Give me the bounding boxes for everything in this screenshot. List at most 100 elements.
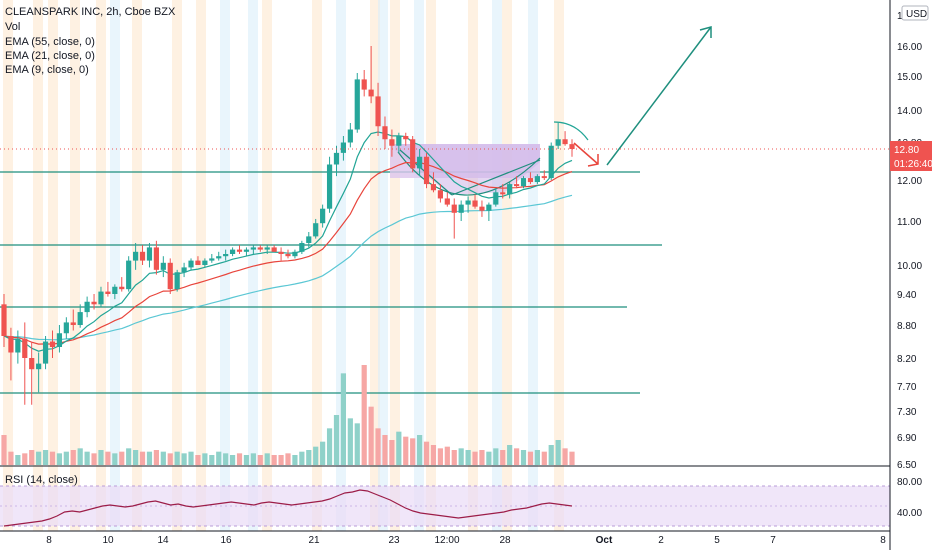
candle[interactable] bbox=[202, 261, 207, 265]
candle[interactable] bbox=[500, 192, 505, 194]
candle[interactable] bbox=[528, 178, 533, 182]
candle[interactable] bbox=[445, 198, 450, 204]
candle[interactable] bbox=[362, 79, 367, 89]
legend-ema9[interactable]: EMA (9, close, 0) bbox=[5, 64, 89, 76]
candle[interactable] bbox=[403, 136, 408, 139]
candle[interactable] bbox=[112, 287, 117, 294]
time-tick: 12:00 bbox=[434, 535, 459, 546]
volume-bar bbox=[237, 453, 242, 465]
volume-bar bbox=[188, 452, 193, 465]
candle[interactable] bbox=[230, 250, 235, 254]
candle[interactable] bbox=[493, 192, 498, 204]
candle[interactable] bbox=[396, 136, 401, 146]
candle[interactable] bbox=[542, 176, 547, 178]
candle[interactable] bbox=[1, 304, 6, 336]
candle[interactable] bbox=[355, 79, 360, 129]
candle[interactable] bbox=[161, 263, 166, 270]
candle[interactable] bbox=[223, 254, 228, 256]
candle[interactable] bbox=[313, 223, 318, 236]
symbol-title[interactable]: CLEANSPARK INC, 2h, Cboe BZX bbox=[5, 6, 176, 18]
candle[interactable] bbox=[209, 258, 214, 260]
candle[interactable] bbox=[175, 272, 180, 289]
candle[interactable] bbox=[382, 126, 387, 139]
candle[interactable] bbox=[57, 333, 62, 347]
candle[interactable] bbox=[562, 139, 567, 144]
candle[interactable] bbox=[181, 267, 186, 272]
candle[interactable] bbox=[216, 256, 221, 258]
candle[interactable] bbox=[105, 292, 110, 294]
candle[interactable] bbox=[556, 139, 561, 146]
legend-ema21[interactable]: EMA (21, close, 0) bbox=[5, 50, 95, 62]
candle[interactable] bbox=[244, 250, 249, 252]
volume-bar bbox=[36, 452, 41, 465]
candle[interactable] bbox=[29, 358, 34, 369]
candle[interactable] bbox=[119, 287, 124, 289]
candle[interactable] bbox=[71, 322, 76, 325]
candle[interactable] bbox=[375, 96, 380, 126]
candle[interactable] bbox=[15, 339, 20, 353]
candle[interactable] bbox=[278, 252, 283, 254]
candle[interactable] bbox=[389, 139, 394, 146]
candle[interactable] bbox=[133, 252, 138, 261]
candle[interactable] bbox=[195, 261, 200, 265]
legend-ema55[interactable]: EMA (55, close, 0) bbox=[5, 36, 95, 48]
candle[interactable] bbox=[154, 247, 159, 269]
rsi-label[interactable]: RSI (14, close) bbox=[5, 474, 78, 486]
candle[interactable] bbox=[36, 364, 41, 370]
candle[interactable] bbox=[285, 254, 290, 256]
candle[interactable] bbox=[258, 247, 263, 249]
candle[interactable] bbox=[410, 139, 415, 168]
candle[interactable] bbox=[168, 263, 173, 289]
time-tick: 21 bbox=[308, 535, 320, 546]
candle[interactable] bbox=[64, 322, 69, 333]
candle[interactable] bbox=[424, 157, 429, 184]
candle[interactable] bbox=[348, 130, 353, 143]
candle[interactable] bbox=[569, 144, 574, 149]
candle[interactable] bbox=[514, 184, 519, 186]
candle[interactable] bbox=[521, 178, 526, 186]
candle[interactable] bbox=[327, 165, 332, 209]
candle[interactable] bbox=[265, 247, 270, 249]
volume-bar bbox=[528, 452, 533, 465]
volume-bar bbox=[168, 453, 173, 465]
volume-bar bbox=[57, 453, 62, 465]
candle[interactable] bbox=[237, 250, 242, 252]
candle[interactable] bbox=[431, 184, 436, 190]
candle[interactable] bbox=[292, 252, 297, 256]
candle[interactable] bbox=[438, 190, 443, 198]
candle[interactable] bbox=[507, 184, 512, 194]
candle[interactable] bbox=[465, 201, 470, 205]
candle[interactable] bbox=[549, 146, 554, 178]
candle[interactable] bbox=[459, 205, 464, 213]
candle[interactable] bbox=[147, 247, 152, 260]
candle[interactable] bbox=[306, 236, 311, 243]
candle[interactable] bbox=[78, 312, 83, 325]
candle[interactable] bbox=[251, 247, 256, 249]
candle[interactable] bbox=[334, 153, 339, 165]
legend-vol[interactable]: Vol bbox=[5, 21, 20, 33]
candle[interactable] bbox=[369, 90, 374, 97]
volume-bar bbox=[223, 453, 228, 465]
candle[interactable] bbox=[91, 302, 96, 305]
candle[interactable] bbox=[341, 143, 346, 153]
candle[interactable] bbox=[472, 201, 477, 207]
candle[interactable] bbox=[320, 209, 325, 224]
candle[interactable] bbox=[50, 342, 55, 348]
candle[interactable] bbox=[188, 261, 193, 268]
candle[interactable] bbox=[85, 302, 90, 312]
volume-bar bbox=[195, 455, 200, 465]
candle[interactable] bbox=[272, 247, 277, 251]
candle[interactable] bbox=[535, 176, 540, 182]
candle[interactable] bbox=[486, 205, 491, 211]
candle[interactable] bbox=[22, 339, 27, 358]
candle[interactable] bbox=[126, 261, 131, 290]
candle[interactable] bbox=[43, 342, 48, 364]
candle[interactable] bbox=[8, 336, 13, 353]
candle[interactable] bbox=[452, 205, 457, 213]
candle[interactable] bbox=[479, 207, 484, 211]
candle[interactable] bbox=[299, 243, 304, 252]
candle[interactable] bbox=[140, 252, 145, 261]
candle[interactable] bbox=[417, 157, 422, 169]
candle[interactable] bbox=[98, 292, 103, 305]
